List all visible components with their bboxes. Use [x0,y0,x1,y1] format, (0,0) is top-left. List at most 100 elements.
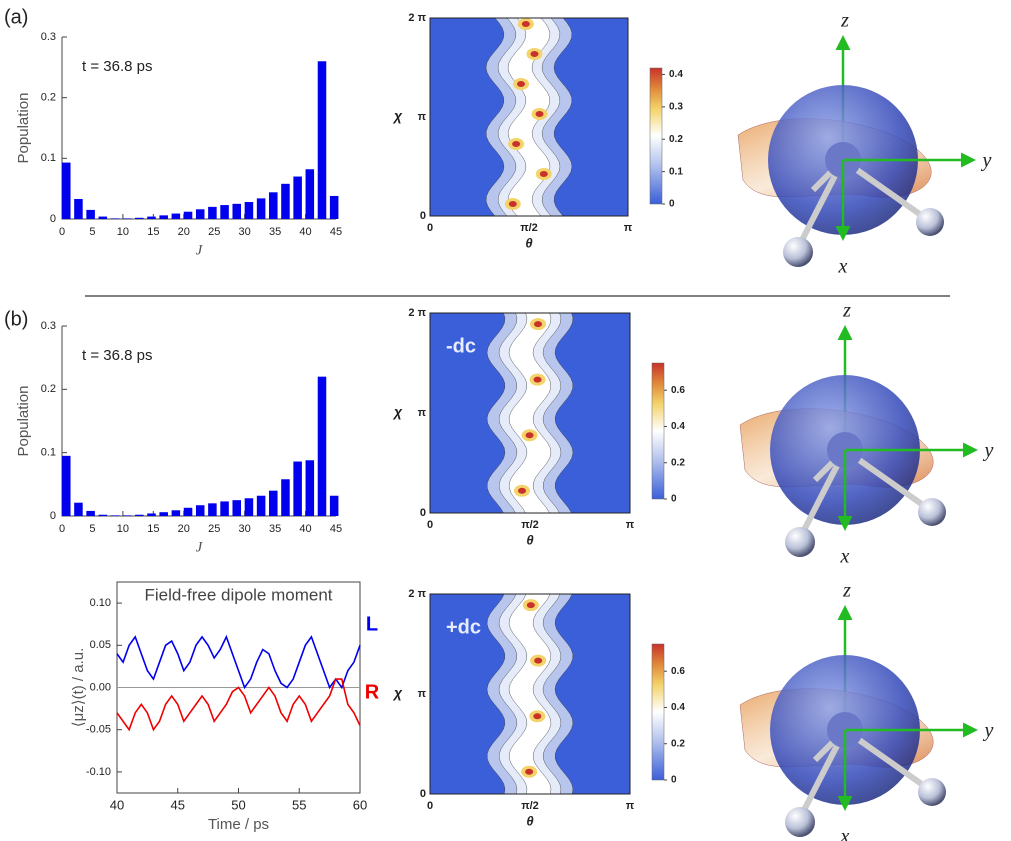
bar [244,498,254,516]
contour-peak [521,21,530,27]
map-y-label: χ [392,404,403,420]
bar [62,455,71,516]
contour-peak [539,171,548,177]
x-tick-label: 15 [147,523,159,535]
molecule-render [739,605,978,837]
map-y-tick-label: π [418,407,427,419]
colorbar-tick-label: 0.6 [671,666,685,677]
y-tick-label: 0.05 [90,639,111,651]
legend-label: L [366,613,378,635]
map-x-tick-label: π [626,800,635,812]
y-axis-label: Population [15,386,32,457]
bar [269,490,278,516]
bar [305,169,315,219]
axis-3d-label: y [983,440,994,462]
x-tick-label: 5 [89,226,95,238]
y-tick-label: 0.1 [41,152,56,164]
axis-3d-label: x [840,826,850,841]
panel-label: (b) [4,308,28,330]
map-frame [429,593,631,795]
bar [329,495,339,516]
x-tick-label: 20 [178,226,190,238]
x-tick-label: 40 [110,797,124,812]
contour-map [429,17,629,217]
bar [244,202,254,219]
bar [232,203,242,219]
bar [147,513,156,516]
map-y-label: χ [392,108,403,124]
atom [918,778,946,806]
axis-3d-label: y [983,720,994,742]
bar [171,213,181,219]
bar [317,376,327,516]
molecule-render [739,325,978,557]
x-tick-label: 55 [292,797,306,812]
x-tick-label: 10 [117,523,129,535]
map-x-tick-label: 0 [427,800,433,812]
bar [110,515,120,516]
bar [62,162,71,219]
bar [256,495,266,516]
map-x-label: θ [525,235,532,250]
axis-3d-label: z [840,10,849,32]
y-tick-label: -0.10 [86,766,111,778]
axis-3d-label: x [840,546,850,568]
x-tick-label: 45 [171,797,185,812]
contour-peak [525,432,534,439]
bar [329,195,339,219]
bar [220,205,229,219]
colorbar-tick-label: 0.4 [671,421,685,432]
bar [147,216,156,219]
map-y-tick-label: 2 π [408,307,426,319]
bar [122,515,132,516]
bar [86,510,95,516]
bar [293,176,302,219]
bar [195,505,205,516]
x-tick-label: 35 [269,226,281,238]
atom [785,527,815,557]
axis-3d-label: z [842,300,851,322]
map-y-tick-label: 0 [420,507,426,519]
map-x-tick-label: 0 [427,519,433,531]
map-y-tick-label: 0 [420,788,426,800]
colorbar [649,67,663,205]
atom [916,208,944,236]
x-tick-label: 40 [299,226,311,238]
atom [918,498,946,526]
map-x-tick-label: π/2 [520,222,538,234]
y-tick-label: 0 [50,510,56,522]
map-y-tick-label: 2 π [408,12,426,24]
map-frame [429,17,629,217]
x-axis-label: J [196,539,204,555]
x-axis-label: Time / ps [208,816,269,833]
map-x-tick-label: π [624,222,633,234]
map-y-tick-label: 0 [420,210,426,222]
contour-peak [525,768,534,775]
atom [785,807,815,837]
map-y-tick-label: π [418,111,427,123]
line-series [116,634,361,690]
y-tick-label: 0.2 [41,383,56,395]
bar [220,501,229,516]
y-tick-label: 0 [50,213,56,225]
colorbar-tick-label: 0.1 [669,166,683,177]
contour-peak [533,713,542,720]
colorbar-tick-label: 0.4 [671,702,685,713]
y-tick-label: 0.3 [41,31,56,43]
x-tick-label: 15 [147,226,159,238]
colorbar-tick-label: 0.2 [671,738,685,749]
map-x-label: θ [526,813,533,828]
y-tick-label: 0.00 [90,681,111,693]
y-tick-label: 0.3 [41,320,56,332]
axis-3d-label: y [981,150,992,172]
x-tick-label: 0 [59,523,65,535]
contour-map [429,312,631,514]
map-x-tick-label: π/2 [521,519,539,531]
contour-peak [535,111,544,117]
x-tick-label: 40 [299,523,311,535]
contour-peak [512,141,521,147]
bar [293,461,302,516]
map-tag: -dc [446,335,476,357]
bar [183,507,193,516]
contour-peak [534,657,543,664]
